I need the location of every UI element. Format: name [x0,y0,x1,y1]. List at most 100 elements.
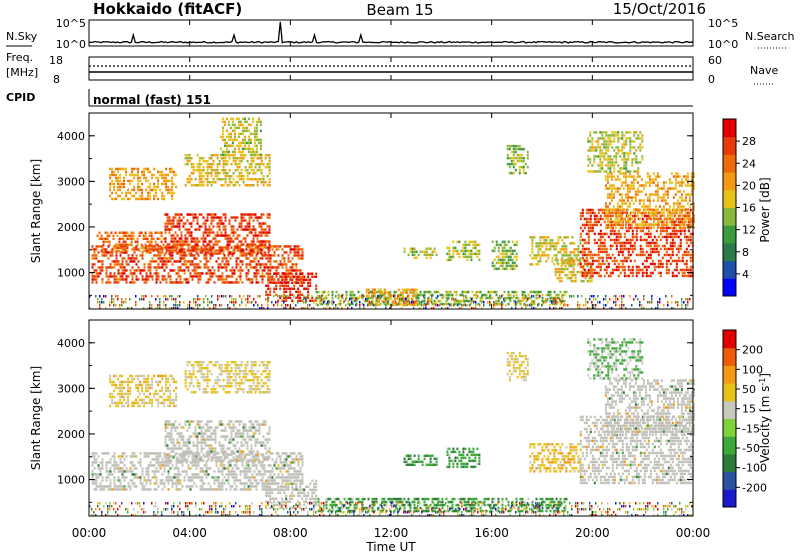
scatter-cell [653,247,656,251]
scatter-cell [175,272,178,275]
scatter-cell [129,257,132,260]
scatter-cell [125,301,127,304]
scatter-cell [503,246,506,250]
scatter-cell [595,149,598,152]
scatter-cell [526,156,529,160]
scatter-cell [185,260,188,263]
scatter-cell [153,260,156,263]
scatter-cell [124,249,127,252]
scatter-cell [652,211,655,214]
scatter-cell [689,232,692,236]
scatter-cell [145,245,148,248]
scatter-cell [267,298,269,301]
scatter-cell [250,240,253,243]
scatter-cell [137,260,140,263]
scatter-cell [624,175,627,178]
scatter-cell [513,264,516,268]
scatter-cell [617,229,620,233]
scatter-cell [116,234,119,237]
scatter-cell [108,234,111,237]
scatter-cell [195,298,197,301]
scatter-cell [173,307,175,310]
scatter-cell [265,266,268,269]
scatter-cell [209,254,212,257]
scatter-cell [127,263,130,266]
scatter-cell [635,271,638,275]
scatter-cell [301,251,304,254]
scatter-cell [143,170,146,174]
scatter-cell [210,213,213,216]
scatter-cell [656,175,659,178]
scatter-cell [466,258,469,262]
scatter-cell [662,214,665,217]
scatter-cell [373,295,375,298]
scatter-cell [224,178,227,181]
scatter-cell [401,307,403,310]
scatter-cell [483,293,486,297]
scatter-cell [240,157,243,160]
scatter-cell [242,213,245,216]
scatter-cell [409,303,412,306]
scatter-cell [295,304,297,307]
scatter-cell [125,275,128,278]
scatter-cell [223,120,226,124]
scatter-cell [675,247,678,251]
scatter-cell [117,179,120,183]
scatter-cell [219,135,222,139]
scatter-cell [631,268,634,272]
scatter-cell [256,249,259,252]
scatter-cell [635,131,638,134]
scatter-cell [399,293,402,297]
scatter-cell [505,304,507,307]
scatter-cell [512,159,515,163]
scatter-cell [234,216,237,219]
scatter-cell [167,260,170,263]
scatter-cell [256,252,259,255]
scatter-cell [365,298,367,301]
scatter-cell [351,302,354,306]
scatter-cell [145,281,148,284]
scatter-cell [675,232,678,236]
scatter-cell [619,265,622,269]
scatter-cell [678,181,681,184]
scatter-cell [599,158,602,161]
scatter-cell [616,217,619,220]
scatter-cell [166,243,169,246]
scatter-cell [620,196,623,199]
scatter-cell [505,298,507,301]
scatter-cell [181,245,184,248]
scatter-cell [107,257,110,260]
scatter-cell [202,222,205,225]
scatter-cell [259,144,262,148]
scatter-cell [676,208,679,211]
scatter-cell [135,295,137,298]
scatter-cell [226,234,229,237]
scatter-cell [224,216,227,219]
scatter-cell [367,291,370,294]
scatter-cell [638,175,641,178]
scatter-cell [129,281,132,284]
scatter-cell [198,160,201,163]
scatter-cell [289,260,292,263]
scatter-cell [692,208,695,211]
scatter-cell [619,149,622,152]
scatter-cell [450,255,453,259]
scatter-cell [591,226,594,230]
scatter-cell [281,248,284,251]
scatter-cell [678,223,681,226]
scatter-cell [91,254,94,257]
scatter-cell [627,250,630,254]
scatter-cell [307,293,310,296]
scatter-cell [216,252,219,255]
scatter-cell [229,144,232,148]
scatter-cell [497,299,500,303]
scatter-cell [627,265,630,269]
scatter-cell [506,156,509,160]
scatter-cell [236,228,239,231]
scatter-cell [668,211,671,214]
scatter-cell [549,242,552,245]
scatter-cell [169,170,172,174]
noise-tick-bottom-left: 10^0 [56,38,86,51]
scatter-cell [525,307,527,310]
scatter-cell [197,298,199,301]
